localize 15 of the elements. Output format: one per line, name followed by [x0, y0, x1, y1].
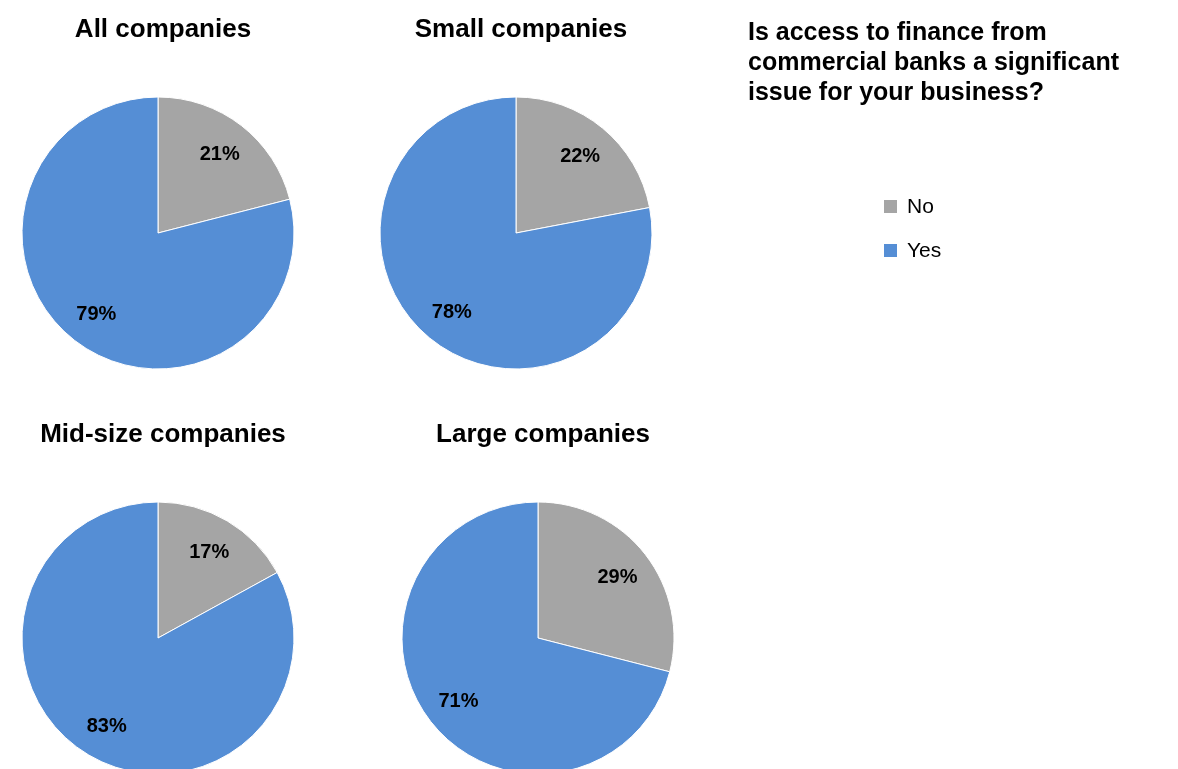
data-label: 79% [76, 301, 117, 324]
slice-label: Small companies [413, 12, 629, 45]
slice-label: All companies [73, 12, 253, 45]
data-label: 17% [189, 540, 230, 563]
data-label: 22% [560, 144, 601, 167]
slice-label: Large companies [435, 417, 651, 450]
data-label: 21% [199, 142, 240, 165]
data-label: 29% [597, 565, 638, 588]
legend-label: Yes [907, 238, 942, 262]
data-label: 78% [431, 299, 473, 322]
data-label: 83% [86, 713, 127, 736]
slice-label: Mid-size companies [39, 417, 287, 450]
legend-label: No [907, 194, 934, 218]
data-label: 71% [438, 688, 479, 711]
text: Is access to finance from commercial banks a significant issue for your business? [748, 16, 1120, 106]
